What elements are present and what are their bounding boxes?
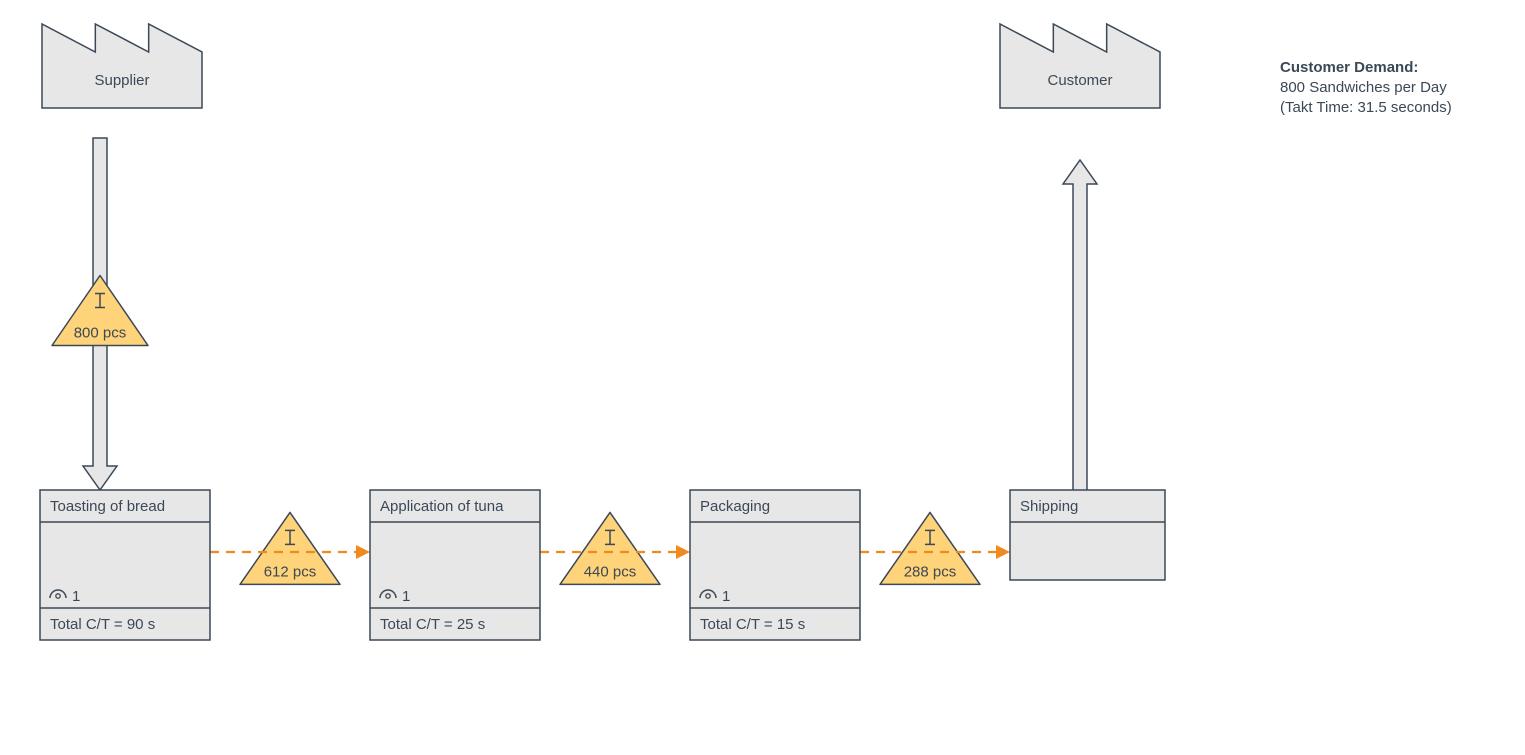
inventory-label: 612 pcs	[264, 563, 317, 580]
inventory-inv1: 612 pcs	[240, 512, 340, 584]
process-operators: 1	[402, 588, 410, 605]
process-p4: Shipping	[1010, 490, 1165, 580]
inventory-label: 288 pcs	[904, 563, 957, 580]
demand-note-line1: 800 Sandwiches per Day	[1280, 79, 1447, 96]
inventory-inv0: 800 pcs	[52, 276, 148, 346]
inventory-inv2: 440 pcs	[560, 512, 660, 584]
inventory-label: 440 pcs	[584, 563, 637, 580]
process-operators: 1	[72, 588, 80, 605]
inventory-inv3: 288 pcs	[880, 512, 980, 584]
customer-entity-label: Customer	[1047, 72, 1112, 89]
process-ct: Total C/T = 15 s	[700, 616, 805, 633]
process-title: Shipping	[1020, 498, 1078, 515]
process-ct: Total C/T = 25 s	[380, 616, 485, 633]
process-title: Toasting of bread	[50, 498, 165, 515]
inventory-label: 800 pcs	[74, 325, 127, 342]
demand-note-title: Customer Demand:	[1280, 59, 1418, 76]
customer-entity: Customer	[1000, 24, 1160, 108]
process-operators: 1	[722, 588, 730, 605]
process-ct: Total C/T = 90 s	[50, 616, 155, 633]
process-title: Packaging	[700, 498, 770, 515]
supplier-entity: Supplier	[42, 24, 202, 108]
arrow-shipping-to-customer	[1063, 160, 1097, 492]
process-p2: Application of tuna Total C/T = 25 s 1	[370, 490, 540, 640]
supplier-entity-label: Supplier	[94, 72, 149, 89]
process-title: Application of tuna	[380, 498, 504, 515]
demand-note-line2: (Takt Time: 31.5 seconds)	[1280, 99, 1452, 116]
demand-note: Customer Demand: 800 Sandwiches per Day (T…	[1280, 59, 1452, 116]
process-p1: Toasting of bread Total C/T = 90 s 1	[40, 490, 210, 640]
process-p3: Packaging Total C/T = 15 s 1	[690, 490, 860, 640]
